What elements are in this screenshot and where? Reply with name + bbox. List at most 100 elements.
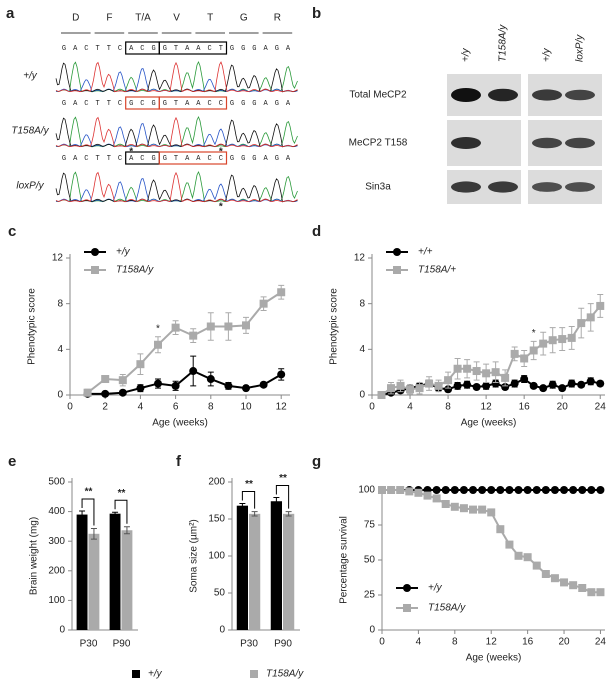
base: A [185,100,190,108]
base: A [263,100,268,108]
y-tick-label: 0 [219,625,225,636]
bar [76,514,88,630]
trace [55,67,298,93]
base: T [107,100,111,108]
base: G [163,155,167,163]
annotation: * [156,323,160,334]
base: C [219,100,223,108]
sig-bracket [241,490,256,509]
base: A [286,155,291,163]
y-tick-label: 150 [208,514,225,525]
marker [541,570,550,578]
base: A [185,45,190,53]
base: G [241,45,245,53]
legend-marker [250,670,258,678]
base: T [174,155,178,163]
base: C [118,100,122,108]
legend-label: +/y [148,669,163,680]
base: G [275,100,279,108]
x-tick-label: 8 [445,402,451,413]
legend-marker [403,604,411,612]
row-label: loxP/y [16,181,44,192]
base: G [62,45,66,53]
band [532,137,562,149]
marker [523,553,532,562]
x-tick-label: 24 [595,402,607,413]
base: T [174,100,178,108]
legend-marker [91,266,99,274]
marker [567,333,576,342]
band [532,182,562,192]
marker [450,486,459,494]
x-tick-label: P90 [113,639,131,650]
x-tick-label: 12 [486,637,498,648]
legend-label: +/y [428,583,443,594]
marker [136,360,145,369]
bar [249,513,261,630]
base: A [73,100,78,108]
marker [586,377,595,386]
marker [206,322,215,331]
legend-label: T158A/y [428,603,466,614]
marker [596,486,605,494]
panel-label: a [6,5,15,22]
base: G [151,155,155,163]
base: G [62,155,66,163]
marker [101,389,110,398]
marker [529,346,538,355]
error-bar [273,497,280,506]
bar [283,513,295,630]
x-tick-label: 4 [416,637,422,648]
codon-label: D [72,13,79,24]
marker [469,486,478,494]
y-tick-label: 25 [364,590,376,601]
base: G [252,155,256,163]
x-tick-label: 0 [369,402,375,413]
x-tick-label: 16 [519,402,531,413]
panel-label: e [8,453,16,470]
base: T [95,45,99,53]
panel-label: d [312,223,321,240]
base: C [207,155,211,163]
base: A [185,155,190,163]
base: C [84,100,88,108]
marker [425,379,434,388]
marker [550,574,559,583]
base: C [118,45,122,53]
base: T [174,45,178,53]
y-tick-label: 50 [214,588,226,599]
y-tick-label: 400 [48,506,65,517]
base: A [196,45,201,53]
marker [224,322,233,331]
base: C [140,155,144,163]
marker [491,368,500,377]
y-axis-label: Soma size (µm²) [189,519,200,593]
x-tick-label: 24 [595,637,607,648]
codon-label: F [106,13,112,24]
band [451,181,481,193]
error-bar [112,511,119,516]
base: A [73,45,78,53]
error-bar [285,511,292,517]
band [451,88,481,102]
error-bar [90,527,97,540]
marker [259,299,268,308]
marker [171,323,180,332]
lane-label: T158A/y [498,24,509,62]
marker [434,381,443,390]
codon-box [158,41,228,55]
marker [396,486,405,494]
marker [277,288,286,297]
sig-label: ** [85,487,93,498]
base: A [286,45,291,53]
marker [487,486,496,494]
sig-label: ** [245,479,253,490]
marker [520,375,529,384]
marker [414,488,423,497]
x-tick-label: P30 [80,639,98,650]
error-bar [123,526,130,535]
y-tick-label: 0 [57,390,63,401]
base: C [140,100,144,108]
marker [189,367,198,376]
sig-bracket [81,498,95,526]
